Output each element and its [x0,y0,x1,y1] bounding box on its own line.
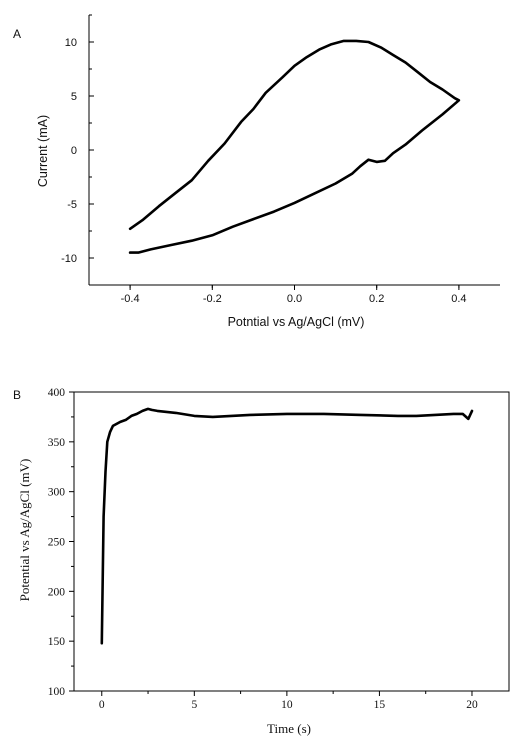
panel-a-x-tick-label: -0.4 [121,293,140,305]
panel-b-x-tick-label: 5 [191,699,197,711]
panel-a-x-tick-label: 0.4 [451,293,466,305]
panel-a-axes [88,15,500,286]
panel-b-label: B [13,388,21,402]
panel-b-series-line [100,407,474,645]
panel-b-y-tick-label: 200 [48,586,66,598]
panel-b-x-tick-label: 10 [281,699,293,711]
panel-b-y-tick-label: 400 [48,387,66,399]
panel-a-label: A [13,27,21,41]
panel-a-x-tick-label: 0.0 [287,293,302,305]
panel-b-x-tick-label: 20 [466,699,478,711]
panel-b-x-tick-label: 0 [99,699,105,711]
panel-b-series [100,407,474,645]
panel-b-y-label: Potential vs Ag/AgCl (mV) [17,459,32,602]
panel-a-y-tick-label: 5 [71,91,77,103]
panel-b-x-ticks: 0 5 10 15 20 [99,691,478,711]
panel-a-y-tick-label: 10 [65,37,77,49]
panel-a-series-line [128,39,461,254]
panel-a-x-label: Potntial vs Ag/AgCl (mV) [228,315,365,329]
panel-b-y-tick-label: 350 [48,437,66,449]
panel-b-y-tick-label: 250 [48,537,66,549]
panel-a-x-tick-label: 0.2 [369,293,384,305]
panel-a-y-tick-label: -5 [67,199,77,211]
panel-b-frame [73,391,510,692]
panel-b-y-ticks: 100 150 200 250 300 350 400 [48,387,74,698]
panel-a-y-ticks: -10 -5 0 5 10 [61,14,94,286]
panel-b-x-tick-label: 15 [374,699,386,711]
panel-a-x-ticks: -0.4 -0.2 0.0 0.2 0.4 [121,285,467,305]
panel-b-y-tick-label: 100 [48,686,66,698]
panel-a-y-tick-label: 0 [71,145,77,157]
panel-a-x-tick-label: -0.2 [203,293,222,305]
panel-b-y-tick-label: 150 [48,636,66,648]
panel-b-y-tick-label: 300 [48,487,66,499]
panel-a-y-label: Current (mA) [36,115,50,187]
panel-b: B 0 5 10 15 20 100 150 200 250 300 350 400 Time (s… [13,387,510,736]
panel-b-x-label: Time (s) [267,721,311,736]
panel-a-series [128,39,461,254]
panel-a: A -0.4 -0.2 0.0 0.2 0.4 -10 -5 0 5 10 Potntial v… [13,14,500,329]
panel-a-y-tick-label: -10 [61,253,77,265]
